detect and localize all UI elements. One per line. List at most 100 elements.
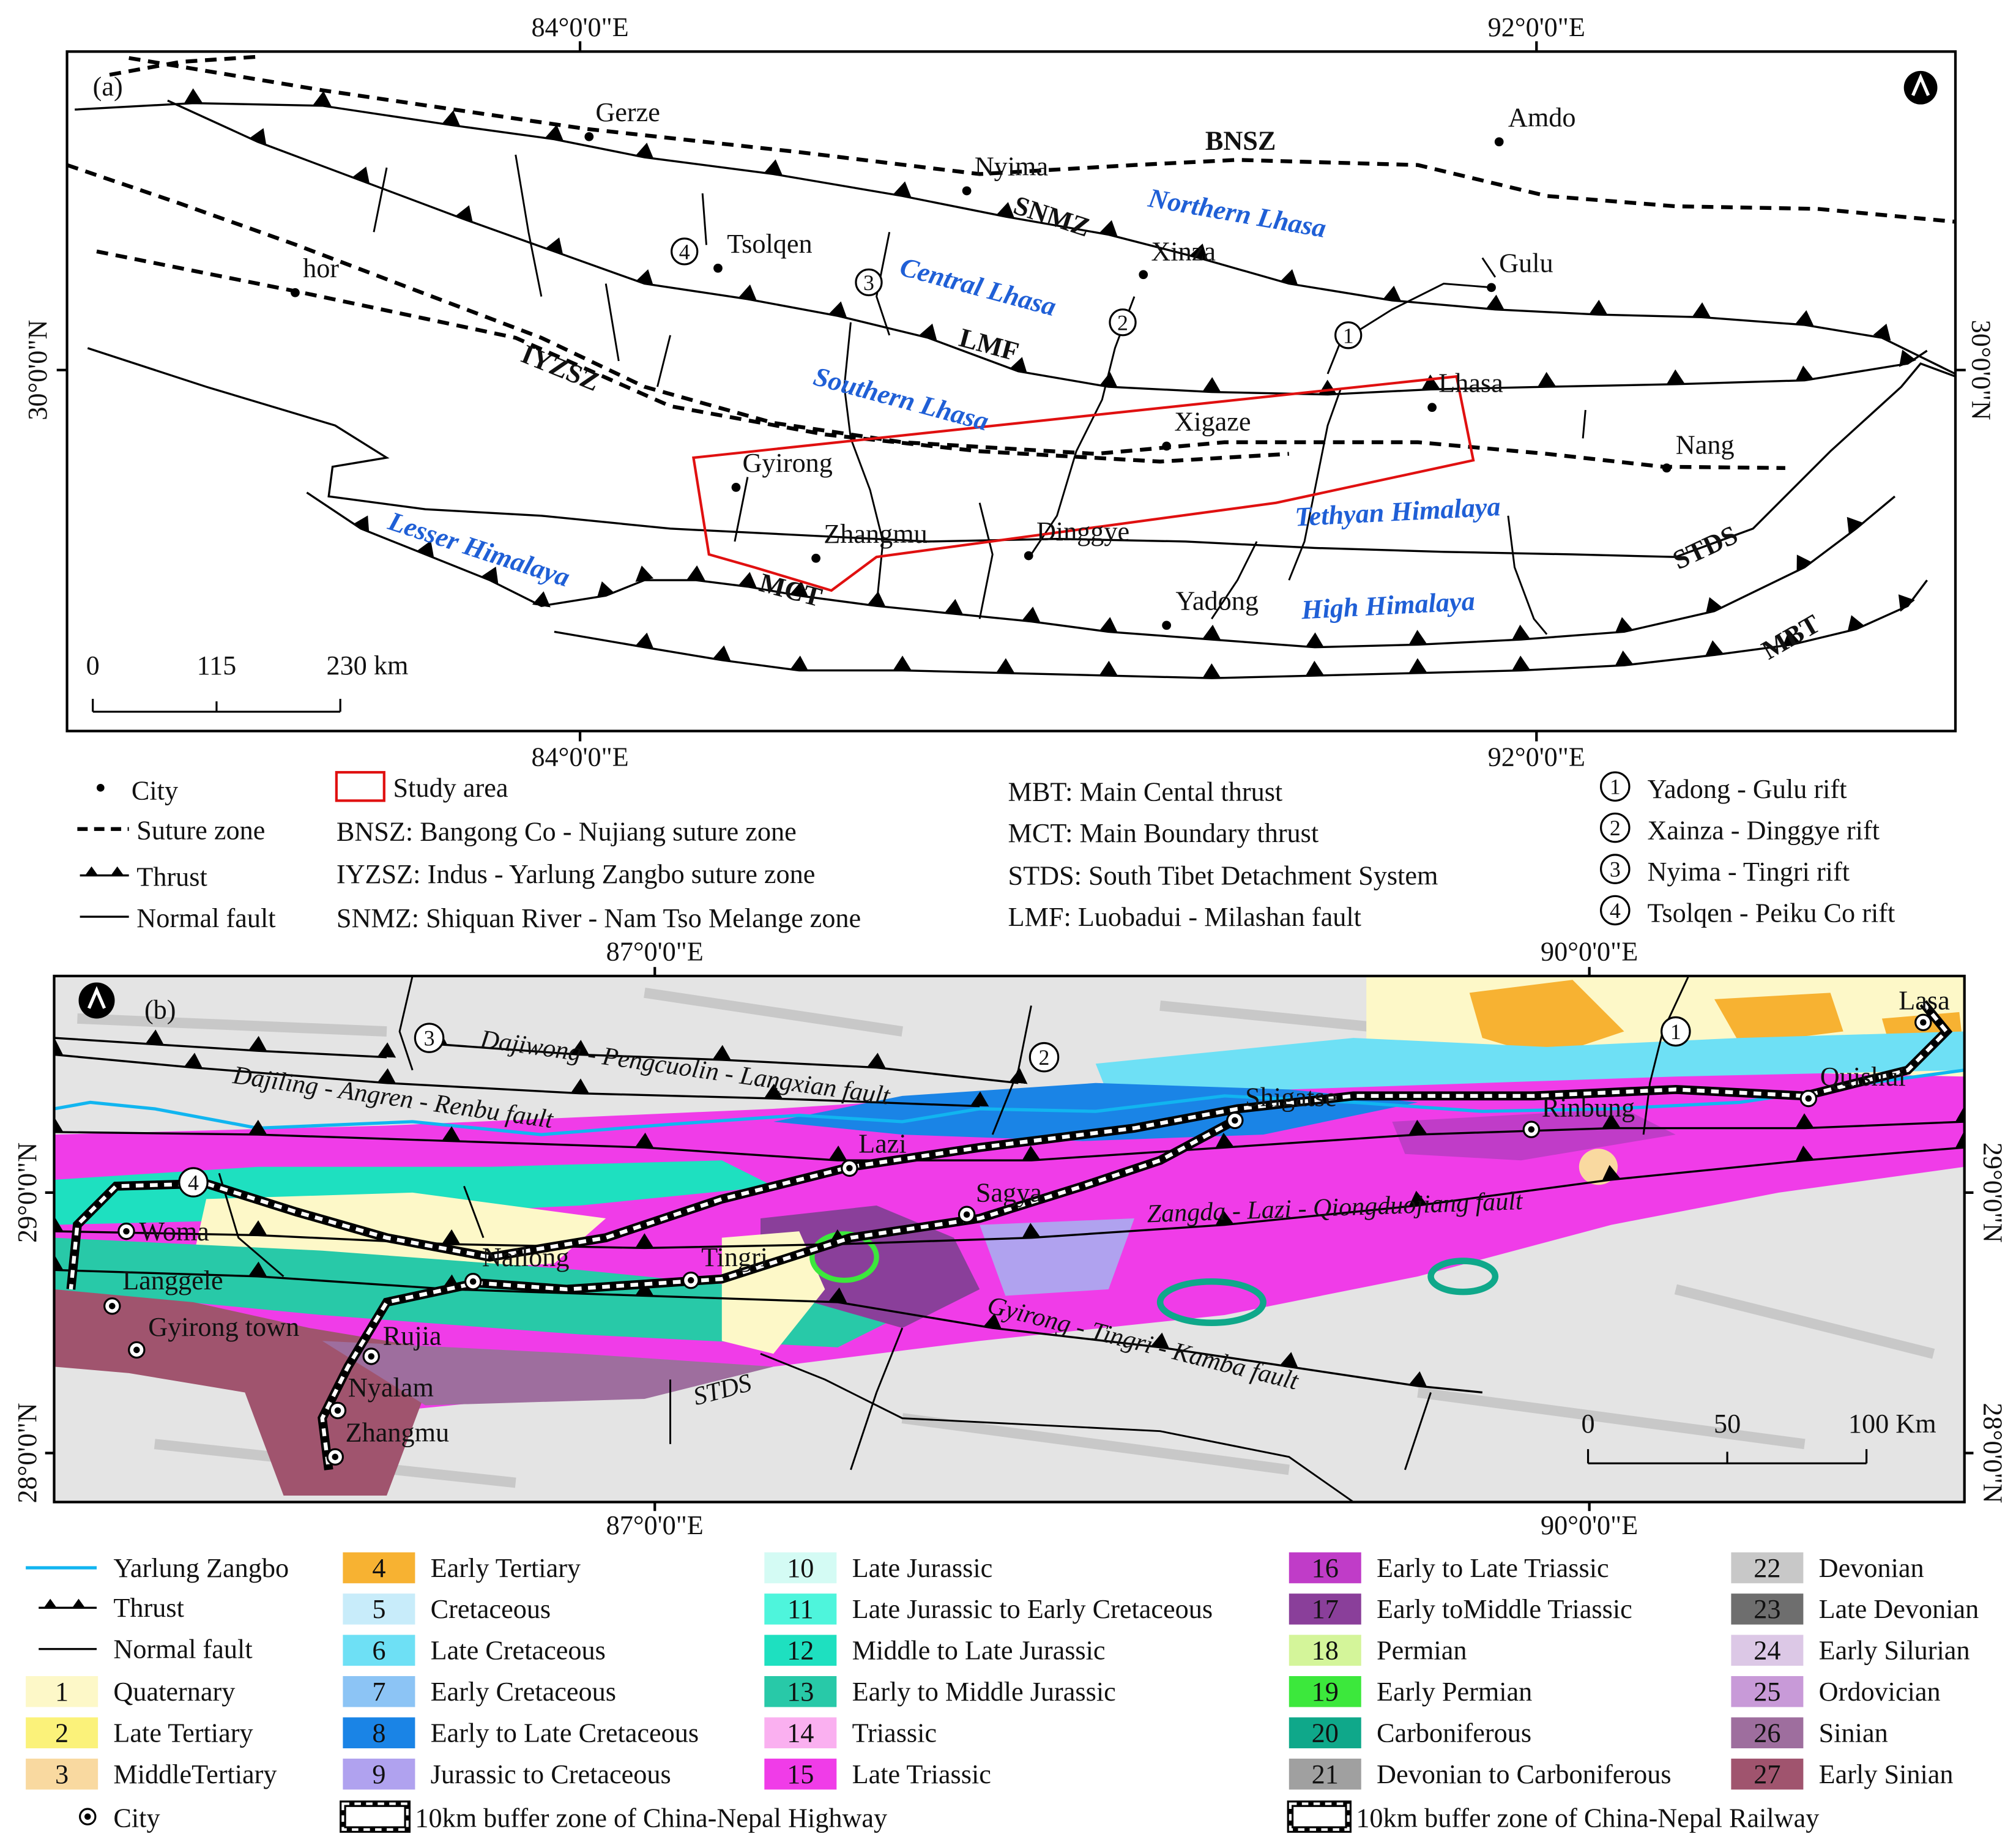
lat-label: 29°0'0"N bbox=[1977, 1142, 2007, 1243]
legend-swatch bbox=[1731, 1634, 1804, 1666]
panel-b: (b) 87°0'0"E 90°0'0"E 87°0'0"E 90°0'0"E … bbox=[12, 937, 2007, 1541]
scale-bar bbox=[92, 698, 341, 713]
lat-label: 28°0'0"N bbox=[12, 1403, 42, 1503]
rift-number: 2 bbox=[1039, 1045, 1050, 1070]
legend-swatch bbox=[26, 1675, 99, 1707]
city-label: Zhangmu bbox=[346, 1418, 450, 1448]
zone-label: LMF bbox=[956, 322, 1022, 367]
lat-label: 30°0'0"N bbox=[23, 320, 53, 420]
city-label: Nailong bbox=[482, 1242, 570, 1272]
city-dot bbox=[1494, 137, 1504, 147]
city-dot bbox=[1162, 621, 1172, 630]
zone-label: BNSZ bbox=[1205, 125, 1276, 155]
city-dot-center bbox=[687, 1277, 694, 1284]
unit-number: 18 bbox=[1312, 1636, 1339, 1666]
legend-label: City bbox=[113, 1803, 160, 1833]
legend-label: Devonian bbox=[1819, 1553, 1924, 1583]
city-label: Lhasa bbox=[1438, 368, 1503, 398]
rift-marker bbox=[855, 268, 883, 297]
region-label: Southern Lhasa bbox=[811, 361, 992, 436]
city-dot-center bbox=[332, 1453, 339, 1461]
unit-number: 11 bbox=[787, 1594, 814, 1624]
suture-zone bbox=[96, 249, 1289, 464]
lat-label: 30°0'0"N bbox=[1966, 320, 1996, 420]
rift-number: 4 bbox=[188, 1171, 199, 1195]
legend-label: Early to Late Triassic bbox=[1377, 1553, 1609, 1583]
panel-a-texts: (a) 84°0'0"E 92°0'0"E 84°0'0"E 92°0'0"E … bbox=[23, 12, 1996, 772]
legend-label: Early Permian bbox=[1377, 1677, 1532, 1707]
city-label: Quishui bbox=[1820, 1062, 1906, 1092]
legend-swatch bbox=[343, 1758, 415, 1790]
city-dot-center bbox=[469, 1278, 477, 1285]
legend-swatch bbox=[1731, 1758, 1804, 1790]
rift-number: 4 bbox=[679, 239, 690, 264]
lon-label: 84°0'0"E bbox=[531, 12, 628, 42]
city-label: Nyima bbox=[975, 152, 1049, 182]
study-area bbox=[692, 375, 1475, 592]
city-label: Gyirong bbox=[743, 448, 833, 478]
zone-label: MBT bbox=[1757, 609, 1825, 666]
zone-label: STDS bbox=[1668, 520, 1743, 575]
region-label: Tethyan Himalaya bbox=[1294, 491, 1501, 532]
legend-swatch bbox=[26, 1717, 99, 1748]
rift-marker bbox=[1600, 771, 1631, 802]
legend-label: SNMZ: Shiquan River - Nam Tso Melange zo… bbox=[337, 903, 861, 933]
legend-swatch bbox=[764, 1758, 837, 1790]
legend-swatch bbox=[764, 1634, 837, 1666]
city-dot bbox=[811, 553, 820, 563]
lon-label: 90°0'0"E bbox=[1541, 937, 1638, 967]
region-label: Central Lhasa bbox=[897, 252, 1060, 322]
legend-swatch bbox=[26, 1758, 99, 1790]
city-dot-center bbox=[1232, 1117, 1238, 1124]
city-label: Woma bbox=[139, 1217, 210, 1247]
legend-label: Normal fault bbox=[136, 903, 276, 933]
city-label: Tingri bbox=[701, 1242, 768, 1272]
city-label: Xinza bbox=[1151, 237, 1216, 267]
rift-marker bbox=[1600, 854, 1631, 884]
city-label: Langgele bbox=[122, 1265, 223, 1295]
legend-label: Ordovician bbox=[1819, 1677, 1941, 1707]
legend-swatch bbox=[1289, 1593, 1361, 1625]
legend-b: Yarlung Zangbo Thrust Normal fault City … bbox=[26, 1553, 1819, 1833]
legend-label: Jurassic to Cretaceous bbox=[431, 1759, 671, 1789]
legend-label: MCT: Main Boundary thrust bbox=[1008, 818, 1319, 848]
unit-number: 21 bbox=[1312, 1759, 1339, 1789]
scale-label: 115 bbox=[197, 650, 237, 680]
panel-a bbox=[56, 41, 1966, 742]
unit-number: 25 bbox=[1754, 1677, 1780, 1707]
legend-label: Early to Late Cretaceous bbox=[431, 1718, 699, 1748]
legend-label: LMF: Luobadui - Milashan fault bbox=[1008, 902, 1362, 932]
legend-label: Early Sinian bbox=[1819, 1759, 1954, 1789]
legend-label: Late Triassic bbox=[852, 1759, 991, 1789]
legend-label: IYZSZ: Indus - Yarlung Zangbo suture zon… bbox=[337, 859, 816, 889]
legend-label: Sinian bbox=[1819, 1718, 1888, 1748]
city-dot-center bbox=[1528, 1126, 1535, 1133]
unit-number: 7 bbox=[372, 1677, 385, 1707]
suture-iyzsz bbox=[66, 163, 1785, 470]
city-label: Lasa bbox=[1899, 986, 1950, 1016]
city-dot bbox=[1162, 441, 1172, 451]
legend-label: STDS: South Tibet Detachment System bbox=[1008, 860, 1438, 890]
legend-swatch bbox=[1289, 1758, 1361, 1790]
legend-swatch bbox=[1731, 1593, 1804, 1625]
legend-swatch bbox=[343, 1675, 415, 1707]
rift-number: 1 bbox=[1610, 775, 1621, 799]
city-label: Rinbung bbox=[1542, 1093, 1635, 1123]
zone-label: MCT bbox=[756, 567, 825, 613]
region-label: Northern Lhasa bbox=[1145, 183, 1328, 244]
lon-label: 87°0'0"E bbox=[606, 1510, 704, 1540]
rift-marker bbox=[1109, 308, 1137, 337]
highway-buffer bbox=[318, 1116, 1237, 1470]
normal-fault bbox=[373, 154, 1586, 635]
legend-label: Suture zone bbox=[136, 816, 265, 846]
rift-number: 1 bbox=[1670, 1019, 1681, 1044]
rift-number: 1 bbox=[1343, 323, 1354, 348]
legend-swatch bbox=[764, 1675, 837, 1707]
legend-label: Late Jurassic bbox=[852, 1553, 993, 1583]
legend-label: Yadong - Gulu rift bbox=[1647, 774, 1847, 804]
city-label: Zhangmu bbox=[824, 519, 928, 549]
panel-label: (b) bbox=[144, 994, 176, 1024]
thrust bbox=[167, 99, 1928, 396]
city-label: Lazi bbox=[858, 1129, 907, 1159]
city-dot bbox=[1662, 463, 1672, 473]
